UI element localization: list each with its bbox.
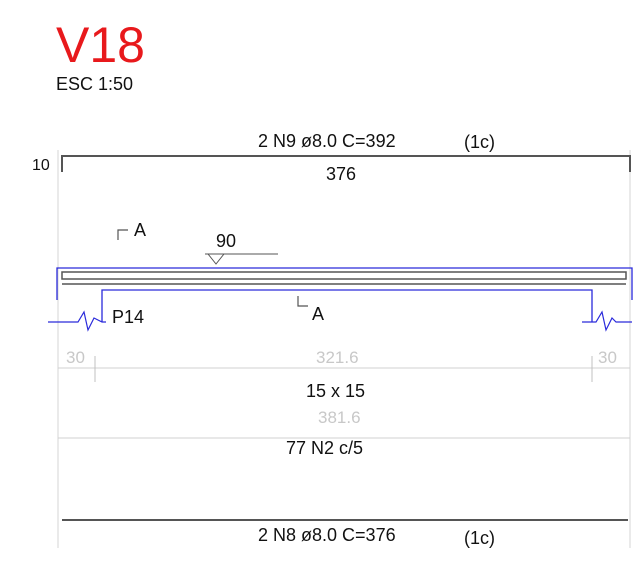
section-cut-start-label: A — [134, 220, 146, 240]
section-size: 15 x 15 — [306, 381, 365, 401]
bottom-rebar-layer: (1c) — [464, 528, 495, 548]
stirrups-label: 77 N2 c/5 — [286, 438, 363, 458]
dim-right-support: 30 — [598, 348, 617, 367]
beam-outline — [56, 267, 633, 300]
support-label: P14 — [112, 307, 144, 327]
top-rebar-layer: (1c) — [464, 132, 495, 152]
level-mark-value: 90 — [216, 231, 236, 251]
beam-title: V18 — [56, 17, 145, 73]
top-rebar-line — [61, 155, 631, 172]
top-rebar-hook: 10 — [32, 157, 50, 174]
top-rebar-label: 2 N9 ø8.0 C=392 — [258, 131, 396, 151]
dim-left-support: 30 — [66, 348, 85, 367]
dim-total: 381.6 — [318, 408, 361, 427]
section-cut-end-label: A — [312, 304, 324, 324]
beam-inner-outline — [101, 289, 593, 322]
dim-span: 321.6 — [316, 348, 359, 367]
top-rebar-length: 376 — [326, 164, 356, 184]
section-cut-end-marker — [297, 296, 308, 307]
bottom-rebar-label: 2 N8 ø8.0 C=376 — [258, 525, 396, 545]
section-cut-start-marker — [117, 229, 128, 240]
beam-top-bars — [61, 271, 627, 280]
level-mark-triangle — [207, 253, 225, 265]
scale-label: ESC 1:50 — [56, 74, 133, 94]
right-support-break-line — [582, 310, 632, 332]
left-support-break-line — [48, 310, 106, 332]
